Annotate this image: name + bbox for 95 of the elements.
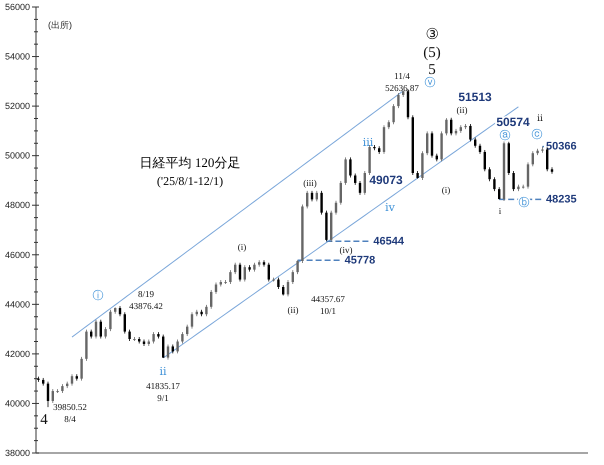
candlestick bbox=[133, 336, 136, 342]
annotation: 39850.52 8/4 bbox=[53, 402, 87, 424]
y-tick-label: 48000 bbox=[4, 200, 30, 210]
annotation: (5) bbox=[423, 45, 441, 61]
candlestick bbox=[512, 170, 515, 192]
text: 日経平均 120分足 bbox=[140, 154, 240, 170]
candlestick bbox=[450, 117, 452, 136]
candlestick bbox=[109, 309, 112, 332]
candlestick bbox=[162, 334, 164, 358]
candlestick bbox=[546, 147, 548, 172]
candlestick bbox=[344, 157, 347, 186]
candlestick bbox=[272, 277, 275, 282]
candlestick bbox=[124, 312, 126, 334]
annotation: ⅳ bbox=[385, 202, 396, 214]
annotation: (出所) bbox=[48, 20, 72, 30]
candlestick bbox=[340, 180, 342, 206]
text: ('25/8/1-12/1) bbox=[156, 174, 224, 188]
candlestick bbox=[37, 376, 40, 382]
annotation: (i) bbox=[238, 242, 246, 252]
candlestick bbox=[277, 277, 280, 290]
annotation: 50574 bbox=[496, 115, 530, 129]
y-tick-label: 46000 bbox=[4, 250, 30, 260]
annotation: ⓒ bbox=[532, 128, 542, 141]
y-tick-label: 44000 bbox=[4, 299, 30, 310]
y-tick-label: 40000 bbox=[4, 398, 30, 408]
ref-line-label: 45778 bbox=[344, 254, 376, 266]
candlestick bbox=[469, 124, 472, 142]
candlestick bbox=[80, 356, 83, 382]
annotation: (iv) bbox=[340, 245, 352, 255]
annotation: i bbox=[498, 206, 502, 216]
annotation: 5 bbox=[428, 62, 436, 78]
candlestick bbox=[397, 92, 400, 108]
candlestick bbox=[224, 280, 227, 284]
annotation: 49073 bbox=[369, 173, 404, 187]
candlestick bbox=[186, 324, 188, 336]
candlestick bbox=[52, 388, 54, 404]
y-tick-label: 52000 bbox=[4, 101, 30, 112]
annotation: (iii) bbox=[303, 178, 317, 188]
candlestick bbox=[349, 157, 352, 178]
annotation: 41835.17 9/1 bbox=[146, 381, 180, 403]
candlestick bbox=[532, 150, 534, 167]
candlestick bbox=[56, 388, 59, 394]
candlestick bbox=[354, 173, 356, 186]
annotation: 51513 bbox=[458, 90, 492, 104]
candlestick bbox=[316, 190, 318, 202]
y-tick-label: 38000 bbox=[4, 448, 30, 458]
candlestick bbox=[426, 130, 428, 156]
candlestick bbox=[234, 262, 236, 275]
candlestick bbox=[484, 150, 486, 172]
annotation: ⅱ bbox=[537, 113, 544, 123]
ref-line-label: 46544 bbox=[373, 235, 405, 248]
candlestick bbox=[268, 262, 270, 282]
candlestick bbox=[152, 332, 155, 344]
candlestick bbox=[244, 264, 246, 282]
candlestick bbox=[493, 176, 496, 192]
annotation: 8/19 43876.42 bbox=[129, 289, 163, 311]
candlestick bbox=[292, 270, 294, 284]
annotation: ③ bbox=[426, 27, 438, 43]
candlestick bbox=[210, 290, 212, 310]
candlestick bbox=[364, 170, 366, 196]
annotation: ⓑ bbox=[518, 196, 530, 209]
annotation: ⓘ bbox=[92, 289, 104, 302]
candlestick bbox=[181, 332, 184, 344]
candlestick bbox=[320, 190, 323, 216]
annotation: 11/4 52636.87 bbox=[385, 71, 420, 93]
annotation: (i) bbox=[442, 185, 450, 195]
ref-line-label: 50366 bbox=[546, 140, 577, 153]
annotation: 4 bbox=[40, 412, 48, 428]
annotation: (ii) bbox=[288, 305, 298, 315]
candlestick bbox=[128, 329, 131, 342]
y-tick-label: 50000 bbox=[4, 150, 30, 161]
candlestick bbox=[498, 186, 500, 200]
y-tick-label: 42000 bbox=[4, 348, 30, 359]
annotation: ⅱ bbox=[159, 366, 167, 378]
candlestick bbox=[229, 270, 232, 284]
candlestick bbox=[296, 260, 299, 275]
candlestick bbox=[474, 137, 476, 148]
candlestick bbox=[176, 339, 179, 354]
candlestick bbox=[488, 166, 491, 182]
annotation: ⓥ bbox=[424, 76, 436, 89]
y-tick-label: 54000 bbox=[4, 52, 30, 62]
candlestick bbox=[392, 104, 395, 125]
candlestick bbox=[445, 118, 448, 136]
candlestick bbox=[306, 190, 308, 209]
annotation: ⅲ bbox=[362, 137, 374, 149]
ref-line-label: 48235 bbox=[546, 193, 577, 206]
candlestick bbox=[104, 326, 107, 339]
candlestick bbox=[100, 319, 102, 339]
annotation: (ii) bbox=[456, 105, 468, 115]
annotation: ⓐ bbox=[500, 129, 510, 142]
candlestick bbox=[282, 284, 284, 296]
line-series bbox=[72, 90, 404, 338]
candlestick bbox=[205, 304, 208, 317]
annotation: 44357.67 10/1 bbox=[311, 294, 346, 316]
y-tick-label: 56000 bbox=[4, 2, 30, 12]
